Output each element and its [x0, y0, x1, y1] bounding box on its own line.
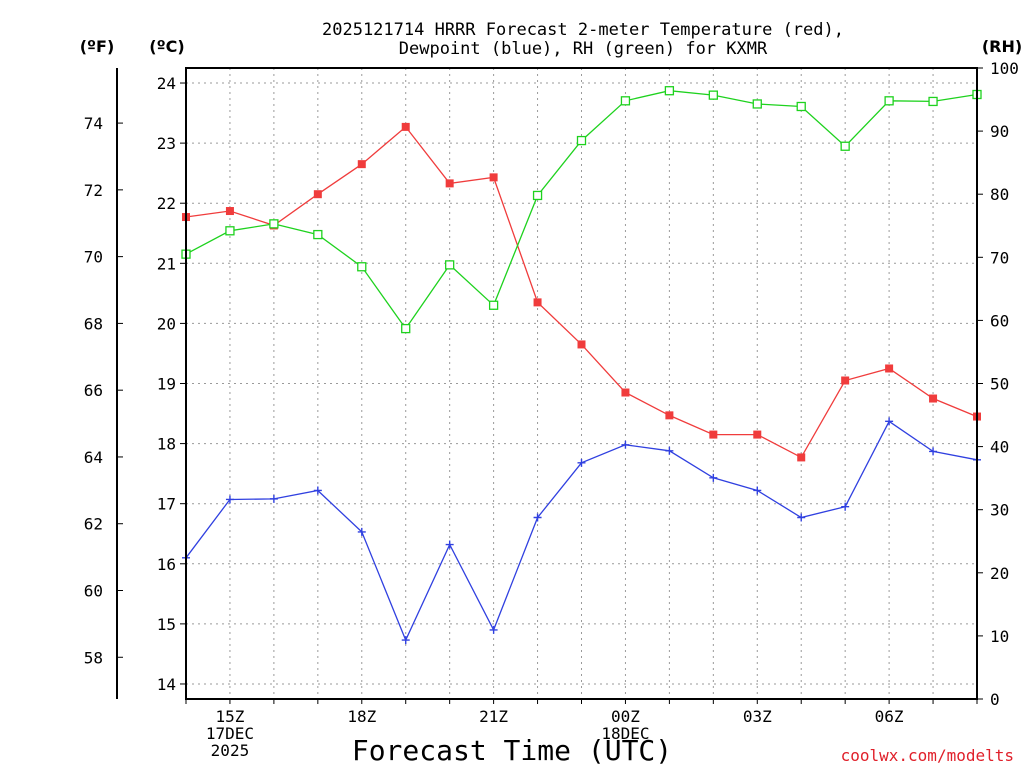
data-point-marker — [402, 636, 410, 644]
data-point-marker — [358, 160, 366, 168]
data-point-marker — [490, 173, 498, 181]
data-point-marker — [226, 207, 234, 215]
celsius-tick-label: 18 — [157, 435, 176, 454]
celsius-tick-label: 19 — [157, 375, 176, 394]
celsius-tick-label: 21 — [157, 254, 176, 273]
celsius-tick-label: 16 — [157, 555, 176, 574]
rh-tick-label: 70 — [990, 248, 1009, 267]
rh-tick-label: 60 — [990, 311, 1009, 330]
celsius-tick-label: 14 — [157, 675, 176, 694]
rh-tick-label: 80 — [990, 185, 1009, 204]
fahrenheit-unit-label: (ºF) — [80, 37, 115, 56]
data-point-marker — [841, 376, 849, 384]
data-point-marker — [402, 325, 410, 333]
series-line — [186, 91, 977, 329]
celsius-tick-label: 23 — [157, 134, 176, 153]
data-point-marker — [226, 227, 234, 235]
data-point-marker — [709, 474, 717, 482]
credit-link[interactable]: coolwx.com/modelts — [841, 746, 1014, 765]
data-point-marker — [490, 301, 498, 309]
data-point-marker — [446, 541, 454, 549]
data-point-marker — [621, 97, 629, 105]
celsius-tick-label: 24 — [157, 74, 176, 93]
fahrenheit-tick-label: 68 — [84, 314, 103, 333]
time-tick-label: 21Z — [479, 707, 508, 726]
chart-title-line-2: Dewpoint (blue), RH (green) for KXMR — [399, 39, 768, 59]
data-point-marker — [929, 447, 937, 455]
data-point-marker — [885, 417, 893, 425]
celsius-unit-label: (ºC) — [149, 37, 184, 56]
fahrenheit-tick-label: 66 — [84, 381, 103, 400]
celsius-tick-label: 15 — [157, 615, 176, 634]
time-tick-label: 06Z — [875, 707, 904, 726]
data-point-marker — [314, 231, 322, 239]
forecast-chart: 2025121714 HRRR Forecast 2-meter Tempera… — [0, 0, 1024, 768]
data-point-marker — [314, 190, 322, 198]
data-point-marker — [490, 626, 498, 634]
data-point-marker — [665, 87, 673, 95]
data-point-marker — [534, 191, 542, 199]
data-point-marker — [885, 364, 893, 372]
fahrenheit-tick-label: 60 — [84, 581, 103, 600]
data-point-marker — [929, 97, 937, 105]
data-point-marker — [885, 97, 893, 105]
rh-tick-label: 40 — [990, 438, 1009, 457]
rh-tick-label: 90 — [990, 122, 1009, 141]
data-point-marker — [929, 395, 937, 403]
rh-tick-label: 30 — [990, 501, 1009, 520]
time-tick-label: 03Z — [743, 707, 772, 726]
fahrenheit-tick-label: 74 — [84, 114, 103, 133]
rh-tick-label: 10 — [990, 627, 1009, 646]
celsius-tick-label: 17 — [157, 495, 176, 514]
data-point-marker — [534, 298, 542, 306]
data-point-marker — [270, 220, 278, 228]
data-point-marker — [621, 441, 629, 449]
celsius-tick-label: 22 — [157, 194, 176, 213]
data-point-marker — [446, 261, 454, 269]
celsius-tick-label: 20 — [157, 314, 176, 333]
data-point-marker — [665, 411, 673, 419]
data-point-marker — [358, 263, 366, 271]
rh-tick-label: 20 — [990, 564, 1009, 583]
data-point-marker — [402, 123, 410, 131]
chart-title-line-1: 2025121714 HRRR Forecast 2-meter Tempera… — [322, 20, 844, 40]
rh-unit-label: (RH) — [982, 37, 1022, 56]
data-point-marker — [753, 486, 761, 494]
data-point-marker — [753, 100, 761, 108]
rh-tick-label: 50 — [990, 375, 1009, 394]
data-point-marker — [665, 447, 673, 455]
data-point-marker — [446, 179, 454, 187]
data-point-marker — [797, 102, 805, 110]
time-tick-label: 18Z — [347, 707, 376, 726]
data-point-marker — [709, 91, 717, 99]
data-point-marker — [797, 453, 805, 461]
rh-tick-label: 0 — [990, 690, 1000, 709]
data-point-marker — [797, 514, 805, 522]
data-point-marker — [709, 431, 717, 439]
data-point-marker — [841, 142, 849, 150]
data-point-marker — [270, 495, 278, 503]
fahrenheit-tick-label: 64 — [84, 448, 103, 467]
x-axis-label: Forecast Time (UTC) — [352, 734, 672, 767]
fahrenheit-tick-label: 62 — [84, 515, 103, 534]
fahrenheit-tick-label: 58 — [84, 648, 103, 667]
time-tick-label: 2025 — [211, 741, 250, 760]
data-point-marker — [621, 389, 629, 397]
data-point-marker — [578, 137, 586, 145]
fahrenheit-tick-label: 72 — [84, 181, 103, 200]
data-point-marker — [753, 431, 761, 439]
fahrenheit-tick-label: 70 — [84, 248, 103, 267]
grid-lines — [186, 68, 977, 699]
rh-tick-label: 100 — [990, 59, 1019, 78]
data-point-marker — [578, 340, 586, 348]
